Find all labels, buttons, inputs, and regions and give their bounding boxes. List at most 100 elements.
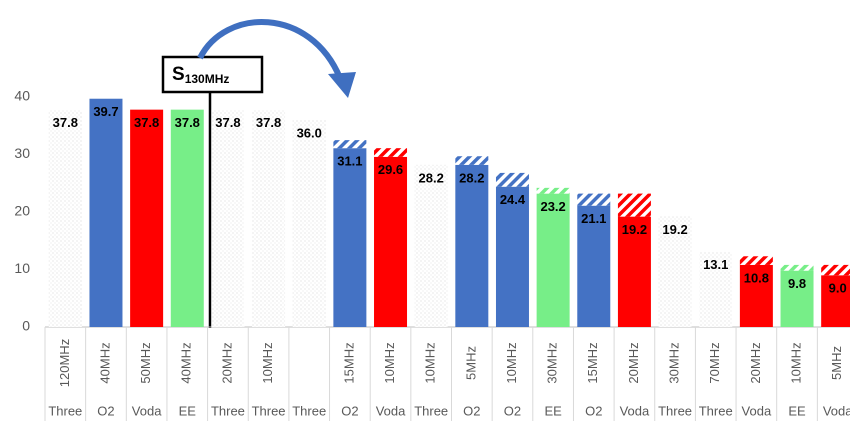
bar: [495, 186, 529, 327]
x-tick-label: 10MHz: [382, 342, 397, 383]
bar: [211, 109, 245, 328]
operator-label: Three: [292, 403, 326, 418]
bar: [455, 164, 489, 327]
operator-label: Three: [211, 403, 245, 418]
value-label: 21.1: [581, 211, 606, 226]
value-label: 37.8: [175, 115, 200, 130]
value-label: 9.8: [788, 276, 806, 291]
y-tick-label: 20: [14, 203, 30, 219]
value-label: 28.2: [459, 170, 484, 185]
bar-extra: [374, 148, 408, 157]
value-label: 23.2: [540, 199, 565, 214]
x-tick-label: 20MHz: [626, 342, 641, 383]
value-label: 36.0: [297, 125, 322, 140]
operator-label: Three: [658, 403, 692, 418]
value-label: 37.8: [256, 115, 281, 130]
value-label: 10.8: [744, 270, 769, 285]
y-tick-label: 40: [14, 88, 30, 104]
x-tick-label: 40MHz: [97, 342, 112, 383]
operator-label: O2: [463, 403, 480, 418]
operator-label: Voda: [376, 403, 406, 418]
bar: [170, 109, 204, 328]
bar: [536, 193, 570, 327]
operator-label: Voda: [132, 403, 162, 418]
x-tick-label: 10MHz: [423, 342, 438, 383]
x-tick-label: 40MHz: [179, 342, 194, 383]
bar: [130, 109, 164, 328]
value-label: 13.1: [703, 257, 728, 272]
annotation-sub: 130MHz: [185, 72, 230, 86]
bar: [374, 156, 408, 327]
bar: [252, 109, 286, 328]
bar-extra: [495, 172, 529, 187]
operator-label: Voda: [823, 403, 850, 418]
x-tick-label: 10MHz: [260, 342, 275, 383]
bar: [48, 109, 82, 328]
operator-label: Three: [414, 403, 448, 418]
annotation-box: [161, 55, 264, 94]
y-tick-label: 10: [14, 260, 30, 276]
bar-extra: [536, 187, 570, 194]
value-label: 37.8: [134, 115, 159, 130]
x-tick-label: 10MHz: [504, 342, 519, 383]
operator-label: Three: [252, 403, 286, 418]
bar-extra: [455, 156, 489, 165]
value-label: 39.7: [93, 104, 118, 119]
x-tick-label: 5MHz: [463, 346, 478, 380]
x-tick-label: 5MHz: [829, 346, 844, 380]
y-tick-label: 0: [22, 318, 30, 334]
bar: [292, 120, 326, 327]
bar: [333, 148, 367, 327]
value-label: 37.8: [53, 115, 78, 130]
annotation-main-text: S: [172, 64, 185, 85]
arrow-head: [328, 72, 356, 98]
bar-extra: [821, 264, 850, 276]
value-label: 29.6: [378, 162, 403, 177]
operator-label: O2: [585, 403, 602, 418]
bar-extra: [617, 193, 651, 217]
value-label: 19.2: [622, 222, 647, 237]
y-tick-label: 30: [14, 145, 30, 161]
bar-extra: [333, 140, 367, 149]
x-tick-label: 15MHz: [341, 342, 356, 383]
annotation-main: S130MHz: [172, 64, 229, 86]
bar: [577, 205, 611, 327]
operator-label: O2: [504, 403, 521, 418]
x-tick-label: 20MHz: [219, 342, 234, 383]
value-label: 31.1: [337, 154, 362, 169]
arrow: [197, 19, 343, 80]
bar-extra: [577, 193, 611, 206]
bar-extra: [780, 264, 814, 271]
bar: [89, 98, 123, 327]
bar: [780, 270, 814, 327]
operator-label: O2: [97, 403, 114, 418]
x-tick-label: 20MHz: [748, 342, 763, 383]
operator-label: O2: [341, 403, 358, 418]
operator-label: Three: [699, 403, 733, 418]
bar: [699, 251, 733, 327]
operator-label: Voda: [620, 403, 650, 418]
value-label: 28.2: [419, 170, 444, 185]
x-tick-label: 120MHz: [57, 339, 72, 387]
value-label: 9.0: [829, 281, 847, 296]
operator-label: EE: [544, 403, 562, 418]
value-label: 37.8: [215, 115, 240, 130]
operator-label: EE: [788, 403, 806, 418]
bar: [658, 216, 692, 327]
operator-label: EE: [179, 403, 197, 418]
bar-extra: [739, 256, 773, 265]
x-tick-label: 50MHz: [138, 342, 153, 383]
operator-label: Voda: [742, 403, 772, 418]
x-tick-label: 30MHz: [545, 342, 560, 383]
x-tick-label: 15MHz: [585, 342, 600, 383]
x-tick-label: 30MHz: [667, 342, 682, 383]
operator-label: Three: [48, 403, 82, 418]
value-label: 24.4: [500, 192, 526, 207]
bar: [414, 164, 448, 327]
x-tick-label: 70MHz: [707, 342, 722, 383]
x-tick-label: 10MHz: [788, 342, 803, 383]
bar: [617, 216, 651, 327]
value-label: 19.2: [662, 222, 687, 237]
bar: [821, 275, 850, 327]
